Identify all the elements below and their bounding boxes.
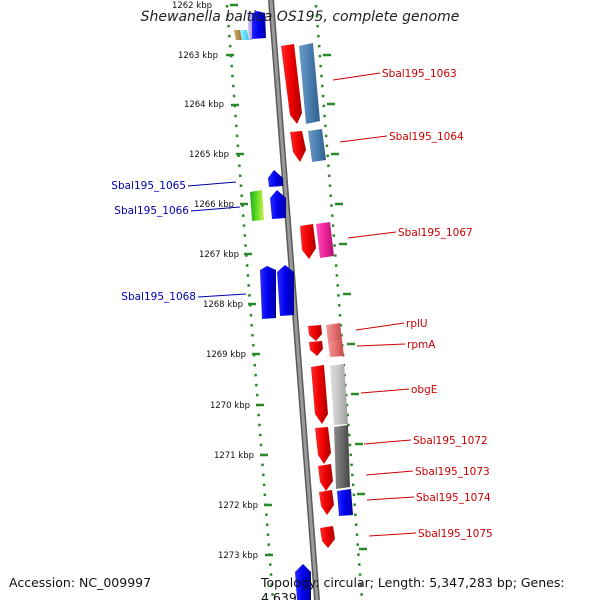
gene-arrow[interactable] xyxy=(281,44,302,124)
gene-arrow[interactable] xyxy=(308,325,322,341)
gene-arrow[interactable] xyxy=(268,170,283,187)
ruler-label: 1266 kbp xyxy=(194,200,234,210)
map-title: Shewanella baltica OS195, complete genom… xyxy=(140,9,460,25)
gene-label[interactable]: rplU xyxy=(406,318,428,330)
ruler-label: 1263 kbp xyxy=(178,51,218,61)
gene-label[interactable]: Sbal195_1063 xyxy=(382,68,457,80)
gene-arrow[interactable] xyxy=(311,365,328,424)
gene-arrow[interactable] xyxy=(300,224,316,259)
ruler-label: 1268 kbp xyxy=(203,300,243,310)
top-category-bars xyxy=(234,12,264,221)
gene-arrow[interactable] xyxy=(319,490,334,515)
gene-label[interactable]: Sbal195_1074 xyxy=(416,492,491,504)
ruler-label: 1270 kbp xyxy=(210,401,250,411)
ruler-label: 1269 kbp xyxy=(206,350,246,360)
gene-label[interactable]: Sbal195_1075 xyxy=(418,528,493,540)
gene-label[interactable]: Sbal195_1067 xyxy=(398,227,473,239)
ruler-labels: 1262 kbp 1263 kbp 1264 kbp 1265 kbp 1266… xyxy=(172,1,258,561)
gene-label[interactable]: Sbal195_1065 xyxy=(111,180,186,192)
reverse-strand-genes xyxy=(251,11,311,600)
leader-lines xyxy=(187,72,417,537)
gene-label[interactable]: Sbal195_1066 xyxy=(114,205,189,217)
gene-label[interactable]: obgE xyxy=(411,384,437,396)
ruler-label: 1271 kbp xyxy=(214,451,254,461)
gene-label[interactable]: Sbal195_1072 xyxy=(413,435,488,447)
genome-info-label: Topology: circular; Length: 5,347,283 bp… xyxy=(261,575,565,600)
gene-arrow[interactable] xyxy=(309,341,323,356)
gene-label[interactable]: rpmA xyxy=(407,339,436,351)
gene-arrow[interactable] xyxy=(277,265,294,316)
gene-arrow[interactable] xyxy=(260,266,276,319)
gene-arrow[interactable] xyxy=(320,526,335,548)
gene-label[interactable]: Sbal195_1073 xyxy=(415,466,490,478)
gene-label[interactable]: Sbal195_1064 xyxy=(389,131,464,143)
gene-arrow[interactable] xyxy=(318,464,333,491)
ruler-label: 1273 kbp xyxy=(218,551,258,561)
gene-arrow[interactable] xyxy=(295,564,311,600)
ruler-major-ticks xyxy=(226,3,367,557)
gene-arrow[interactable] xyxy=(270,190,286,219)
gene-labels: Sbal195_1063 Sbal195_1064 Sbal195_1065 S… xyxy=(111,68,492,540)
ruler-label: 1262 kbp xyxy=(172,1,212,11)
ruler-label: 1265 kbp xyxy=(189,150,229,160)
accession-label: Accession: NC_009997 xyxy=(9,575,152,590)
forward-strand-genes xyxy=(281,44,335,548)
category-bars xyxy=(299,43,353,516)
ruler-label: 1267 kbp xyxy=(199,250,239,260)
gene-label[interactable]: Sbal195_1068 xyxy=(121,291,196,303)
ruler-label: 1272 kbp xyxy=(218,501,258,511)
gene-arrow[interactable] xyxy=(290,131,306,162)
gene-arrow[interactable] xyxy=(315,427,331,464)
ruler-label: 1264 kbp xyxy=(184,100,224,110)
